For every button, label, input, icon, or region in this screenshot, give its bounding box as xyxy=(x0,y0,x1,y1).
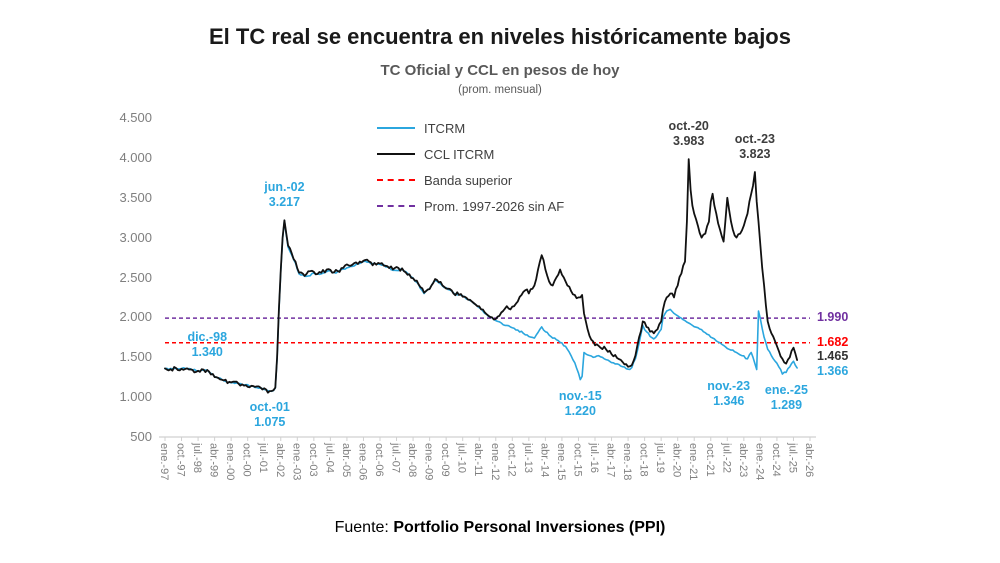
x-tick-label: ene.-97 xyxy=(158,443,170,481)
x-tick-label: abr.-20 xyxy=(670,443,683,478)
x-tick-label: ene.-09 xyxy=(422,443,435,481)
legend-item-promedio: Prom. 1997-2026 sin AF xyxy=(377,193,564,219)
x-tick-label: oct.-06 xyxy=(373,443,385,477)
x-tick-label: jul.-13 xyxy=(521,443,534,473)
x-axis-labels: ene.-97 oct.-97 jul.-98 abr.-99 ene.-00 oct.-… xyxy=(0,443,1000,505)
x-tick-label: oct.-97 xyxy=(174,443,187,477)
chart-annotation: jun.-02 3.217 xyxy=(264,180,305,210)
y-axis-labels: 4.500 4.000 3.500 3.000 2.500 2.000 1.500 1.000… xyxy=(90,0,152,563)
legend-label: Prom. 1997-2026 sin AF xyxy=(424,198,565,214)
series-line-ccl-itcrm xyxy=(164,158,798,394)
source-note: Fuente: Portfolio Personal Inversiones (… xyxy=(0,519,1000,537)
chart-annotation: ene.-25 1.289 xyxy=(764,383,808,413)
x-tick-label: abr.-11 xyxy=(472,443,485,477)
x-tick-label: oct.-12 xyxy=(505,443,518,477)
y-tick-label: 2.500 xyxy=(119,269,152,285)
banda-superior-line-sample-icon xyxy=(377,179,415,181)
x-tick-label: ene.-18 xyxy=(621,443,634,481)
y-tick-label: 4.000 xyxy=(119,149,152,165)
legend-label: Banda superior xyxy=(424,172,513,188)
x-tick-label: abr.-99 xyxy=(207,443,220,478)
chart-annotation: nov.-15 1.220 xyxy=(558,388,602,418)
x-tick-label: oct.-24 xyxy=(769,443,782,477)
chart-legend: ITCRM CCL ITCRM Banda superior Prom. 199… xyxy=(377,115,564,219)
legend-item-ccl-itcrm: CCL ITCRM xyxy=(377,141,564,167)
x-tick-label: oct.-09 xyxy=(439,443,452,477)
x-tick-label: abr.-14 xyxy=(538,443,551,478)
x-tick-label: oct.-18 xyxy=(637,443,650,477)
x-tick-label: jul.-04 xyxy=(323,443,336,473)
x-tick-label: abr.-26 xyxy=(803,443,815,478)
chart-annotation: oct.-01 1.075 xyxy=(249,400,290,430)
x-tick-label: oct.-21 xyxy=(703,443,716,477)
x-tick-label: abr.-05 xyxy=(339,443,352,478)
x-tick-label: jul.-25 xyxy=(786,443,799,473)
x-tick-label: ene.-12 xyxy=(488,443,501,481)
legend-label: ITCRM xyxy=(424,120,466,136)
chart-annotation: dic.-98 1.340 xyxy=(187,330,228,359)
x-tick-label: ene.-21 xyxy=(687,443,700,481)
x-tick-label: jul.-07 xyxy=(389,443,402,473)
series-line-itcrm xyxy=(164,219,798,393)
chart-annotation: oct.-23 3.823 xyxy=(734,131,776,161)
chart-annotation: oct.-20 3.983 xyxy=(668,119,709,149)
y-tick-label: 1.000 xyxy=(119,389,152,405)
x-tick-label: oct.-03 xyxy=(306,443,319,477)
y-tick-label: 500 xyxy=(130,429,152,444)
x-tick-label: jul.-16 xyxy=(588,443,600,473)
y-tick-label: 3.000 xyxy=(119,229,152,245)
x-tick-label: abr.-02 xyxy=(273,443,286,478)
x-tick-label: jul.-98 xyxy=(191,443,204,473)
page-title: El TC real se encuentra en niveles histó… xyxy=(208,24,791,49)
legend-label: CCL ITCRM xyxy=(424,146,495,162)
x-tick-label: ene.-24 xyxy=(753,443,766,481)
x-tick-label: ene.-00 xyxy=(224,443,237,481)
legend-item-itcrm: ITCRM xyxy=(377,115,564,141)
chart-subtitle: (prom. mensual) xyxy=(458,84,542,96)
y-tick-label: 3.500 xyxy=(119,189,152,205)
legend-item-banda-superior: Banda superior xyxy=(377,167,564,193)
x-tick-label: jul.-01 xyxy=(257,443,270,473)
end-value-label: 1.682 xyxy=(817,334,849,349)
x-tick-label: abr.-08 xyxy=(406,443,419,478)
x-tick-label: ene.-15 xyxy=(554,443,567,481)
end-value-label: 1.990 xyxy=(817,310,849,325)
itcrm-line-sample-icon xyxy=(377,127,415,129)
y-tick-label: 2.000 xyxy=(119,309,152,325)
x-tick-label: abr.-23 xyxy=(736,443,749,478)
ccl-line-sample-icon xyxy=(377,153,415,155)
end-value-label: 1.366 xyxy=(817,363,849,378)
x-tick-label: jul.-10 xyxy=(455,443,468,473)
source-name: Portfolio Personal Inversiones (PPI) xyxy=(393,519,666,536)
x-tick-label: jul.-19 xyxy=(654,443,667,473)
chart-title: TC Oficial y CCL en pesos de hoy xyxy=(380,62,620,79)
x-tick-label: jul.-22 xyxy=(720,443,733,473)
x-tick-label: oct.-00 xyxy=(240,443,253,477)
y-tick-label: 1.500 xyxy=(119,349,152,365)
promedio-line-sample-icon xyxy=(377,205,415,207)
y-tick-label: 4.500 xyxy=(119,110,152,125)
end-value-label: 1.465 xyxy=(817,349,849,364)
x-tick-label: abr.-17 xyxy=(604,443,617,478)
x-tick-label: ene.-06 xyxy=(356,443,369,481)
x-tick-label: oct.-15 xyxy=(571,443,584,477)
source-prefix: Fuente: xyxy=(334,519,394,536)
x-tick-label: ene.-03 xyxy=(290,443,303,481)
chart-annotation: nov.-23 1.346 xyxy=(707,378,751,408)
